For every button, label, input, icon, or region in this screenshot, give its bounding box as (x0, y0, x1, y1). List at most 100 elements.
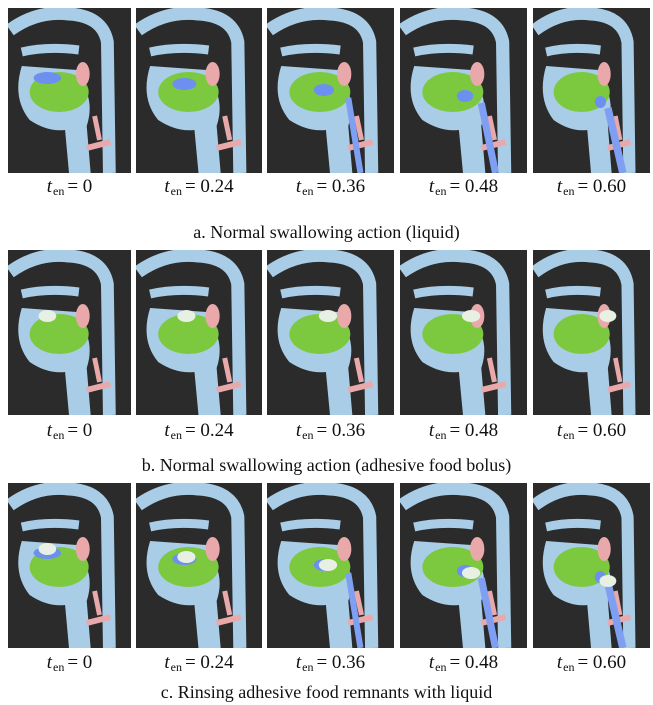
subscript: en (563, 428, 574, 442)
panel-image (136, 483, 262, 648)
symbol: t (557, 652, 562, 673)
panel-image (400, 483, 527, 648)
time-label: ten= 0.48 (429, 176, 498, 199)
liquid (34, 72, 62, 84)
symbol: t (429, 420, 434, 441)
bolus (319, 559, 337, 571)
panel-image (267, 483, 394, 648)
caption: b. Normal swallowing action (adhesive fo… (0, 455, 653, 476)
symbol: t (47, 420, 52, 441)
time-value: = 0.60 (577, 176, 626, 197)
time-value: = 0.60 (577, 420, 626, 441)
subscript: en (302, 660, 313, 674)
panel-image (8, 250, 131, 415)
anatomy (136, 250, 262, 415)
symbol: t (47, 176, 52, 197)
anatomy (400, 250, 527, 415)
panel-image (8, 8, 131, 173)
bolus (319, 310, 337, 322)
symbol: t (296, 652, 301, 673)
anatomy (267, 250, 394, 415)
panel-image (267, 8, 394, 173)
time-value: = 0 (67, 652, 92, 673)
bolus (39, 310, 57, 322)
panel-image (533, 250, 650, 415)
panel-image (136, 250, 262, 415)
subscript: en (302, 184, 313, 198)
panel-image (400, 8, 527, 173)
liquid (314, 84, 334, 96)
panel-image (400, 250, 527, 415)
time-value: = 0.60 (577, 652, 626, 673)
anatomy (136, 483, 262, 648)
symbol: t (429, 176, 434, 197)
subscript: en (302, 428, 313, 442)
bolus (462, 567, 480, 579)
panel-image (267, 250, 394, 415)
time-label: ten= 0.60 (557, 652, 626, 675)
bolus (462, 310, 480, 322)
symbol: t (164, 176, 169, 197)
symbol: t (296, 176, 301, 197)
bolus (599, 310, 616, 322)
time-value: = 0.24 (185, 652, 234, 673)
anatomy (533, 483, 650, 648)
time-value: = 0 (67, 420, 92, 441)
symbol: t (557, 420, 562, 441)
time-label: ten= 0.48 (429, 420, 498, 443)
time-label: ten= 0.24 (164, 176, 233, 199)
caption: c. Rinsing adhesive food remnants with l… (0, 682, 653, 703)
symbol: t (429, 652, 434, 673)
subscript: en (435, 428, 446, 442)
anatomy (8, 8, 131, 173)
anatomy (8, 250, 131, 415)
time-value: = 0.48 (449, 420, 498, 441)
subscript: en (435, 660, 446, 674)
time-label: ten= 0 (47, 652, 93, 675)
time-label: ten= 0.36 (296, 176, 365, 199)
bolus (177, 310, 195, 322)
anatomy (533, 250, 650, 415)
symbol: t (164, 420, 169, 441)
subscript: en (53, 184, 64, 198)
panel-image (8, 483, 131, 648)
time-value: = 0.24 (185, 176, 234, 197)
symbol: t (47, 652, 52, 673)
liquid (595, 96, 606, 108)
anatomy (136, 8, 262, 173)
time-value: = 0.48 (449, 652, 498, 673)
panel-image (136, 8, 262, 173)
time-value: = 0 (67, 176, 92, 197)
time-label: ten= 0.36 (296, 652, 365, 675)
symbol: t (296, 420, 301, 441)
time-value: = 0.48 (449, 176, 498, 197)
subscript: en (563, 660, 574, 674)
bolus (39, 543, 57, 555)
time-label: ten= 0.48 (429, 652, 498, 675)
time-value: = 0.24 (185, 420, 234, 441)
subscript: en (435, 184, 446, 198)
subscript: en (171, 428, 182, 442)
symbol: t (164, 652, 169, 673)
subscript: en (53, 428, 64, 442)
liquid (457, 90, 473, 102)
time-label: ten= 0.60 (557, 420, 626, 443)
bolus (177, 551, 195, 563)
panel-image (533, 8, 650, 173)
time-value: = 0.36 (316, 176, 365, 197)
time-label: ten= 0.24 (164, 420, 233, 443)
subscript: en (53, 660, 64, 674)
bolus (599, 575, 616, 587)
subscript: en (171, 184, 182, 198)
anatomy (533, 8, 650, 173)
time-value: = 0.36 (316, 420, 365, 441)
time-value: = 0.36 (316, 652, 365, 673)
figure: ten= 0ten= 0.24ten= 0.36ten= 0.48ten= 0.… (0, 0, 653, 705)
time-label: ten= 0.24 (164, 652, 233, 675)
panel-image (533, 483, 650, 648)
subscript: en (563, 184, 574, 198)
liquid (172, 78, 196, 90)
anatomy (8, 483, 131, 648)
time-label: ten= 0.60 (557, 176, 626, 199)
time-label: ten= 0 (47, 420, 93, 443)
